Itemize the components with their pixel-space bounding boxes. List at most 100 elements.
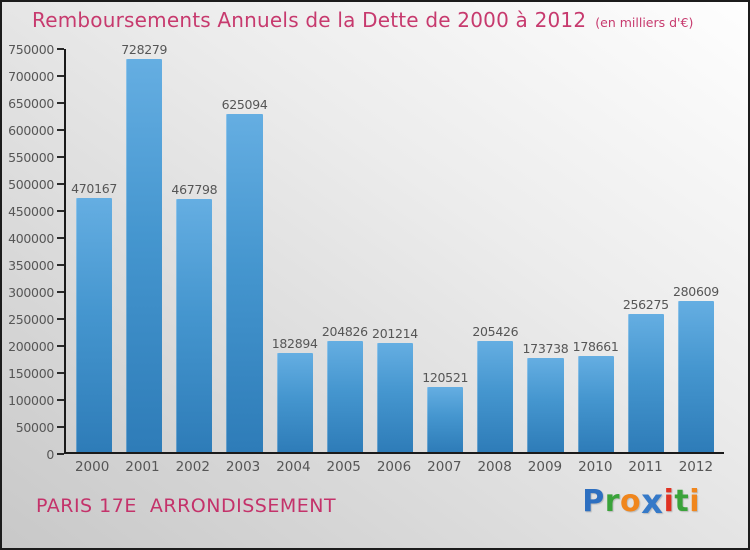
bar-2001 xyxy=(126,58,163,452)
logo-letter: t xyxy=(674,484,690,519)
bar-2002 xyxy=(176,199,213,452)
bars-row: 470167 728279 467798 625094 182894 204826 2012… xyxy=(66,42,724,452)
y-tick-label: 200000 xyxy=(8,339,54,354)
bar-value-label-2005: 204826 xyxy=(321,324,368,340)
bar-value-label-2010: 178661 xyxy=(572,338,619,354)
y-tick-mark xyxy=(57,291,64,293)
bar-slot-2002: 467798 xyxy=(169,49,219,452)
y-tick-mark xyxy=(57,75,64,77)
x-tick-label-2007: 2007 xyxy=(427,459,462,475)
bar-slot-2008: 205426 xyxy=(470,49,520,452)
bar-value-label-2011: 256275 xyxy=(622,296,669,312)
bar-slot-2005: 204826 xyxy=(320,49,370,452)
x-tick-label-2006: 2006 xyxy=(376,459,412,475)
y-tick-label: 300000 xyxy=(8,285,54,300)
logo-letter: P xyxy=(582,484,605,519)
y-tick-mark xyxy=(57,345,64,347)
y-tick-mark xyxy=(57,183,64,185)
x-tick-label-2008: 2008 xyxy=(477,459,512,475)
bar-2004 xyxy=(276,353,313,452)
bar-value-label-2000: 470167 xyxy=(71,181,118,197)
bar-slot-2010: 178661 xyxy=(571,49,621,452)
bar-value-label-2008: 205426 xyxy=(472,324,519,340)
x-tick-label-2004: 2004 xyxy=(276,459,311,475)
y-tick-label: 400000 xyxy=(8,231,54,246)
y-tick-label: 100000 xyxy=(8,393,54,408)
bar-value-label-2006: 201214 xyxy=(372,326,418,342)
x-tick-label-2001: 2001 xyxy=(125,459,160,475)
bar-2008 xyxy=(477,341,514,452)
bar-2003 xyxy=(226,114,263,452)
bar-2009 xyxy=(527,358,564,452)
x-tick-label-2009: 2009 xyxy=(527,459,563,475)
bar-value-label-2002: 467798 xyxy=(171,182,218,198)
y-tick-label: 600000 xyxy=(8,123,54,138)
y-tick-label: 150000 xyxy=(8,366,54,381)
bar-slot-2009: 173738 xyxy=(520,49,570,452)
x-tick-label-2010: 2010 xyxy=(578,459,613,475)
bar-2010 xyxy=(577,355,614,452)
bar-2011 xyxy=(627,313,664,452)
bar-value-label-2003: 625094 xyxy=(221,97,268,113)
bar-slot-2012: 280609 xyxy=(671,49,721,452)
y-tick-mark xyxy=(57,372,64,374)
logo-letter: x xyxy=(641,482,664,522)
y-tick-label: 50000 xyxy=(15,420,55,435)
bar-2005 xyxy=(326,341,363,452)
x-tick-label-2003: 2003 xyxy=(225,459,261,475)
y-tick-label: 350000 xyxy=(8,258,54,273)
y-tick-mark xyxy=(57,264,64,266)
x-tick-label-2000: 2000 xyxy=(74,459,110,475)
location-label: PARIS 17E ARRONDISSEMENT xyxy=(36,495,337,517)
chart-header: Remboursements Annuels de la Dette de 20… xyxy=(32,8,693,32)
y-tick-label: 500000 xyxy=(8,177,54,192)
proxiti-logo: Proxiti xyxy=(582,484,700,519)
bar-slot-2006: 201214 xyxy=(370,49,420,452)
bar-slot-2003: 625094 xyxy=(219,49,269,452)
x-tick-label-2012: 2012 xyxy=(678,459,714,475)
logo-letter: o xyxy=(620,484,642,519)
bar-2006 xyxy=(376,343,414,452)
x-tick-label-2005: 2005 xyxy=(326,459,361,475)
y-tick-mark xyxy=(57,102,64,104)
logo-letter: i xyxy=(663,484,675,519)
bar-2000 xyxy=(76,198,113,452)
bar-value-label-2007: 120521 xyxy=(422,369,469,385)
y-tick-mark xyxy=(57,129,64,131)
bar-value-label-2012: 280609 xyxy=(672,283,719,299)
plot-area: 0 50000 100000 150000 200000 250000 300000 3500… xyxy=(8,42,724,462)
y-tick-label: 450000 xyxy=(8,204,54,219)
y-tick-label: 250000 xyxy=(8,312,54,327)
y-tick-label: 0 xyxy=(46,447,54,462)
y-tick-label: 650000 xyxy=(8,96,54,111)
bar-slot-2011: 256275 xyxy=(621,49,671,452)
x-tick-label-2011: 2011 xyxy=(628,459,663,475)
bar-slot-2004: 182894 xyxy=(270,49,320,452)
y-tick-label: 550000 xyxy=(8,150,54,165)
y-tick-label: 700000 xyxy=(8,69,54,84)
y-tick-mark xyxy=(57,210,64,212)
logo-letter: i xyxy=(689,484,700,519)
bar-slot-2007: 120521 xyxy=(420,49,470,452)
bar-value-label-2009: 173738 xyxy=(522,341,569,357)
bar-slot-2001: 728279 xyxy=(119,42,169,452)
bar-value-label-2004: 182894 xyxy=(271,336,318,352)
y-tick-mark xyxy=(57,318,64,320)
logo-letter: r xyxy=(604,484,620,519)
x-tick-label-2002: 2002 xyxy=(175,459,210,475)
y-tick-mark xyxy=(57,426,64,428)
y-tick-mark xyxy=(57,237,64,239)
bar-value-label-2001: 728279 xyxy=(121,41,168,57)
y-tick-mark xyxy=(57,156,64,158)
bar-2007 xyxy=(427,386,464,452)
y-tick-mark xyxy=(57,399,64,401)
y-tick-mark xyxy=(57,48,64,50)
y-tick-label: 750000 xyxy=(8,42,54,57)
x-axis-labels: 2000 2001 2002 2003 2004 2005 2006 2007 2008 2009… xyxy=(64,459,724,475)
y-tick-mark xyxy=(57,453,64,455)
chart-title: Remboursements Annuels de la Dette de 20… xyxy=(32,8,587,32)
bar-2012 xyxy=(677,300,714,452)
chart-subtitle: (en milliers d'€) xyxy=(595,15,694,30)
bar-slot-2000: 470167 xyxy=(69,49,119,452)
